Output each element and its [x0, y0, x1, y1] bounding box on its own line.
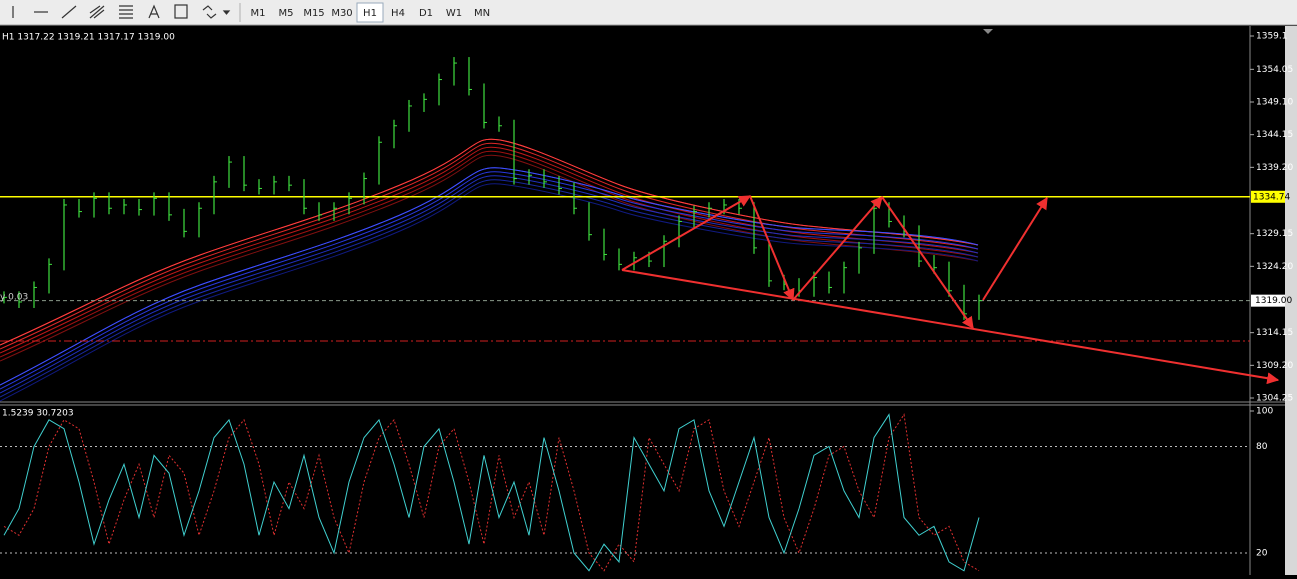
price-tick-label: 1314.15: [1256, 328, 1293, 338]
bid-label-bg: [1251, 294, 1285, 307]
ma-blue: [0, 183, 979, 402]
tool-fibo[interactable]: [119, 5, 133, 19]
ma-blue: [0, 179, 979, 398]
price-tick-label: 1359.1: [1256, 32, 1288, 42]
stoch-signal: [3, 413, 980, 572]
timeframe-button[interactable]: D1: [419, 8, 433, 19]
price-tick-label: 1344.15: [1256, 130, 1293, 140]
indicator-tick-label: 100: [1256, 407, 1273, 417]
scrollbar: [1285, 26, 1297, 575]
toolbar: [0, 0, 1297, 25]
dropdown[interactable]: [222, 10, 231, 15]
price-tick-label: 1324.20: [1256, 262, 1293, 272]
timeframe-button[interactable]: M5: [279, 8, 294, 19]
price-tick-label: 1329.15: [1256, 229, 1293, 239]
tool-label[interactable]: [174, 4, 188, 19]
ma-blue: [0, 171, 979, 390]
timeframe-button[interactable]: W1: [446, 8, 462, 19]
shift-marker: [983, 29, 993, 34]
arrow: [982, 196, 1048, 301]
tool-channel[interactable]: [89, 5, 105, 19]
chart-header: H1 1317.22 1319.21 1317.17 1319.00: [2, 33, 175, 43]
timeframe-button[interactable]: M30: [331, 8, 352, 19]
level-label-bg: [1251, 190, 1285, 203]
object-label: y 0.03: [0, 293, 28, 303]
stoch-main: [3, 413, 980, 572]
indicator-tick-label: 20: [1256, 549, 1268, 559]
ma-red: [0, 138, 979, 346]
price-tick-label: 1309.20: [1256, 361, 1293, 371]
timeframe-bar: M1 M5 M15 M30 H1 H4 D1 W1 MN: [251, 2, 490, 23]
ma-ribbons: [0, 138, 979, 402]
timeframe-button[interactable]: H4: [391, 8, 405, 19]
bid-label: 1319.00: [1255, 296, 1292, 306]
ma-red: [0, 154, 979, 362]
indicator-tick-label: 80: [1256, 442, 1268, 452]
arrow: [881, 196, 974, 329]
indicator-header: 1.5239 30.7203: [2, 409, 74, 419]
timeframe-button[interactable]: M1: [251, 8, 266, 19]
price-tick-label: 1339.20: [1256, 163, 1293, 173]
indicator-panel: 100 80 20: [0, 407, 1273, 572]
level-label: 1334.74: [1253, 192, 1290, 202]
arrow: [749, 195, 795, 302]
ma-blue: [0, 175, 979, 394]
tool-trend[interactable]: [61, 5, 77, 19]
ma-blue: [0, 167, 979, 386]
drawing-tools: [12, 4, 231, 19]
tool-text[interactable]: [148, 4, 160, 19]
timeframe-button[interactable]: M15: [303, 8, 324, 19]
ma-red: [0, 150, 979, 358]
ma-red: [0, 142, 979, 350]
price-panel: 1359.1 1354.05 1349.10 1344.15 1339.20 1329.1…: [0, 32, 1293, 404]
analysis-arrows: [621, 195, 1280, 385]
tool-arrows[interactable]: [202, 5, 217, 19]
arrow: [621, 195, 752, 271]
arrow: [792, 196, 883, 301]
trend-line: [621, 269, 1280, 385]
timeframe-button[interactable]: H1: [363, 8, 377, 19]
price-tick-label: 1349.10: [1256, 98, 1293, 108]
price-tick-label: 1304.25: [1256, 394, 1293, 404]
price-tick-label: 1354.05: [1256, 65, 1293, 75]
timeframe-selected: [356, 2, 384, 23]
ma-red: [0, 146, 979, 354]
timeframe-button[interactable]: MN: [474, 8, 490, 19]
